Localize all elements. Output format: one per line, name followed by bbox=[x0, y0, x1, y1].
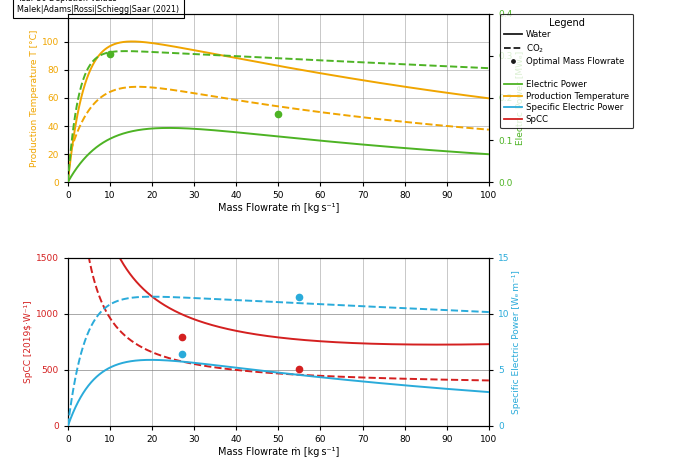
Legend: Water, CO$_2$, Optimal Mass Flowrate, , Electric Power, Production Temperature, : Water, CO$_2$, Optimal Mass Flowrate, , … bbox=[500, 13, 634, 128]
Text: Properties
3.5 km Vertical Well Depth
5.0 km Lateral Well Length
35 °C/km Temp G: Properties 3.5 km Vertical Well Depth 5.… bbox=[18, 0, 179, 13]
Y-axis label: SpCC [2019$·W⁻¹]: SpCC [2019$·W⁻¹] bbox=[24, 300, 33, 383]
X-axis label: Mass Flowrate ṁ [kg s⁻¹]: Mass Flowrate ṁ [kg s⁻¹] bbox=[218, 203, 339, 213]
Y-axis label: Production Temperature T [°C]: Production Temperature T [°C] bbox=[30, 29, 39, 167]
Y-axis label: Specific Electric Power [Wₑ m⁻¹]: Specific Electric Power [Wₑ m⁻¹] bbox=[512, 270, 521, 414]
Y-axis label: Electric Power [MWₑ]: Electric Power [MWₑ] bbox=[515, 51, 524, 145]
X-axis label: Mass Flowrate ṁ [kg s⁻¹]: Mass Flowrate ṁ [kg s⁻¹] bbox=[218, 447, 339, 457]
